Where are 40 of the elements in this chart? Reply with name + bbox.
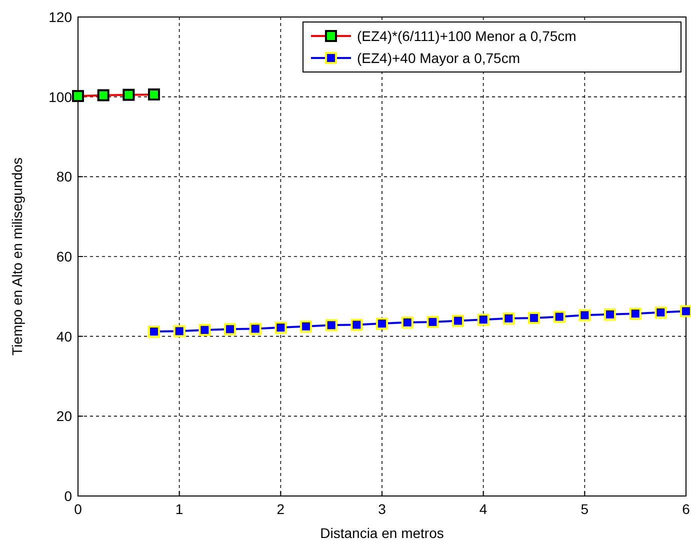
x-tick-label: 0 [74,501,82,517]
point [148,326,160,338]
point [629,308,642,320]
point [224,323,236,336]
y-tick-label: 40 [56,328,72,344]
x-tick-label: 3 [378,501,386,517]
y-tick-label: 100 [48,88,72,105]
point [477,314,490,326]
point [578,309,591,322]
point [376,318,388,330]
y-tick-label: 80 [56,168,72,185]
point [300,320,312,332]
x-tick-label: 2 [276,501,285,517]
point [452,314,464,327]
point [325,319,338,332]
point [401,316,414,328]
point [604,308,616,320]
point [198,324,211,336]
x-tick-label: 5 [580,501,589,517]
legend-label: (EZ4)*(6/111)+100 Menor a 0,75cm [357,28,576,44]
y-tick-label: 20 [56,408,72,424]
x-tick-label: 6 [682,501,690,517]
y-tick-label: 0 [64,488,72,504]
point [680,305,691,318]
point [654,306,667,318]
point [553,310,566,323]
point [249,322,262,335]
point [502,312,515,324]
y-axis-title: Tiempo en Alto en milisegundos [9,158,25,356]
x-tick-label: 4 [479,501,488,517]
point [350,318,363,331]
point [173,325,186,338]
point [528,312,540,324]
y-tick-label: 120 [48,9,72,25]
point [274,322,287,334]
point [426,316,439,328]
y-tick-label: 60 [56,248,72,264]
legend-label: (EZ4)+40 Mayor a 0,75cm [357,50,520,66]
x-tick-label: 1 [175,501,184,517]
x-axis-title: Distancia en metros [320,525,444,541]
